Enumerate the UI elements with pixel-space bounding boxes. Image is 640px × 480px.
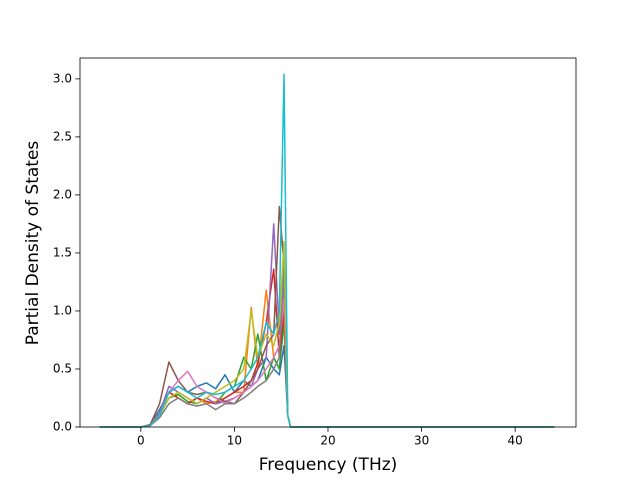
dos-line [99,321,555,428]
x-axis-label: Frequency (THz) [259,455,398,475]
dos-line [99,73,555,428]
x-tick-label: 40 [508,434,523,448]
dos-line [99,263,555,428]
x-tick-label: 30 [414,434,429,448]
plot-frame [79,57,577,428]
y-tick-label: 1.5 [53,245,72,259]
y-tick-label: 0.0 [53,420,72,434]
dos-line [99,298,555,428]
dos-line [99,345,555,428]
x-tick-label: 20 [320,434,335,448]
x-tick-label: 10 [227,434,242,448]
y-axis-label: Partial Density of States [23,141,43,346]
y-tick-label: 2.5 [53,129,72,143]
y-tick-label: 0.5 [53,361,72,375]
y-tick-label: 3.0 [53,71,72,85]
x-tick-label: 0 [137,434,145,448]
y-tick-label: 2.0 [53,187,72,201]
dos-line [99,205,555,428]
y-tick-label: 1.0 [53,303,72,317]
dos-line [99,268,555,428]
dos-line [99,240,555,428]
